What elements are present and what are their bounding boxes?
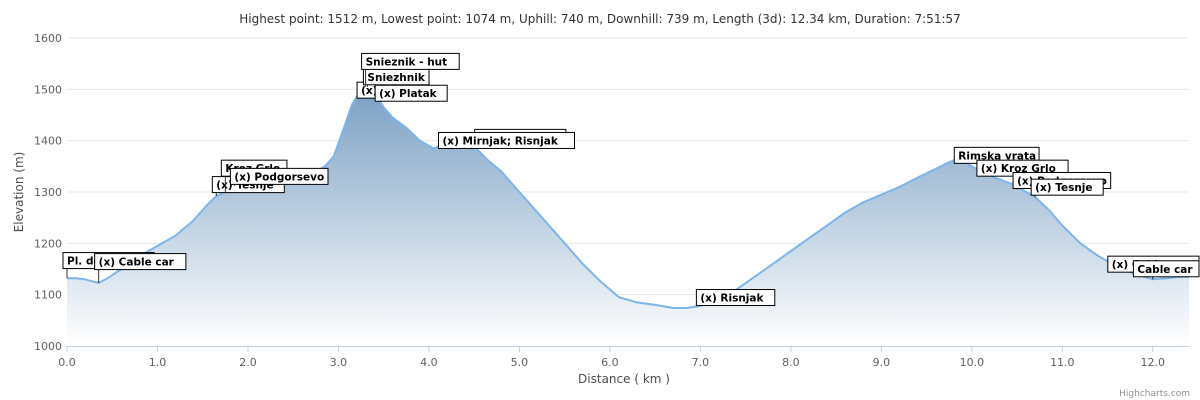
y-tick-label: 1600 [34,32,62,45]
x-tick-label: 3.0 [330,356,348,369]
x-tick-label: 6.0 [601,356,619,369]
waypoint-label: (x) Tesnje [1035,182,1092,194]
waypoint-marker: (x) Risnjak [695,289,776,307]
x-tick-label: 10.0 [960,356,985,369]
waypoint-marker: Snieznik - hut [361,52,460,87]
waypoint-marker: (x) Platak [374,84,448,102]
y-tick-label: 1200 [34,237,62,250]
waypoint-label: (x) Cable car [99,257,175,269]
waypoint-label: Rimska vrata [958,150,1036,162]
waypoint-marker: Sniezhnik [362,68,430,87]
waypoint-label: Snieznik - hut [366,56,448,68]
waypoint-marker: (x) Podgorsevo [229,167,329,186]
x-tick-label: 8.0 [782,356,800,369]
waypoint-marker: Cable car [1132,260,1200,280]
y-axis-title: Elevation (m) [12,152,26,233]
waypoint-label: (x) Platak [379,88,438,100]
x-tick-label: 12.0 [1141,356,1166,369]
waypoint-box [1030,178,1104,196]
y-tick-label: 1000 [34,340,62,353]
y-tick-label: 1100 [34,289,62,302]
y-tick-label: 1400 [34,135,62,148]
y-tick-label: 1500 [34,83,62,96]
x-tick-label: 11.0 [1050,356,1075,369]
x-tick-label: 1.0 [149,356,167,369]
y-axis: 1000 1100 1200 1300 1400 1500 1600 [34,32,62,353]
chart-title: Highest point: 1512 m, Lowest point: 107… [239,12,961,26]
x-tick-label: 5.0 [511,356,529,369]
waypoint-box [695,289,776,307]
waypoint-label: Sniezhnik [367,72,425,84]
waypoint-label: Cable car [1137,264,1193,276]
x-axis: 0.0 1.0 2.0 3.0 4.0 5.0 6.0 7.0 8.0 9.0 10.0 11.0 12… [58,346,1189,369]
waypoint-box [438,131,576,149]
waypoint-label: (x) Mirnjak; Risnjak [443,135,559,147]
waypoint-marker: (x) Tesnje [1030,178,1104,198]
y-tick-label: 1300 [34,186,62,199]
waypoint-marker: (x) Cable car [94,253,187,283]
credits-link[interactable]: Highcharts.com [1119,389,1190,399]
elevation-area-fill [67,86,1189,347]
waypoint-marker: Rimska vrata [953,146,1040,164]
waypoint-box [94,253,187,271]
x-tick-label: 2.0 [239,356,257,369]
waypoint-annotations: Pl. dom Susak(x) Cable car(x) TesnjeKroz… [62,52,1200,307]
waypoint-box [361,52,460,70]
x-axis-title: Distance ( km ) [578,372,670,386]
waypoint-box [1132,260,1200,278]
plot-area [67,85,1189,347]
x-tick-label: 9.0 [873,356,891,369]
x-tick-label: 0.0 [58,356,76,369]
waypoint-label: (x) Podgorsevo [234,171,324,183]
waypoint-label: (x) Risnjak [700,293,764,305]
waypoint-box [229,167,329,185]
waypoint-marker: (x) Mirnjak; Risnjak [438,131,576,149]
x-tick-label: 4.0 [420,356,438,369]
x-tick-label: 7.0 [692,356,710,369]
